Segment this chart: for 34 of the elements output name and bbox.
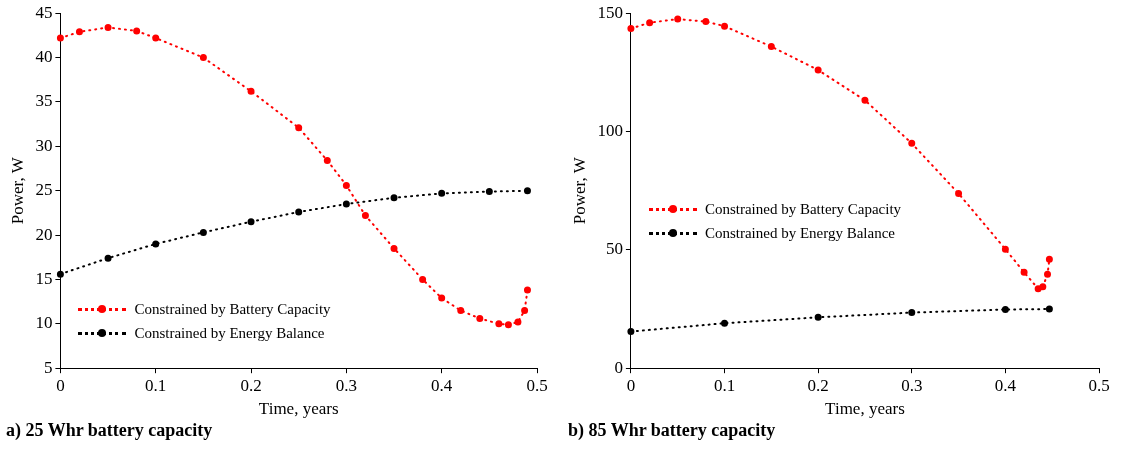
legend-label: Constrained by Battery Capacity [134,300,331,320]
x-tick-label: 0.2 [240,375,262,395]
legend-label: Constrained by Energy Balance [134,324,325,344]
x-tick-label: 0.2 [807,375,829,395]
y-tick-label: 150 [597,2,623,22]
y-tick-label: 35 [35,91,53,111]
x-tick-label: 0.5 [526,375,548,395]
y-tick-label: 25 [35,180,53,200]
x-tick-label: 0.1 [713,375,736,395]
y-tick-label: 5 [43,357,53,377]
legend-label: Constrained by Battery Capacity [704,200,902,220]
y-tick-label: 10 [35,313,53,333]
text: a) 25 Whr battery capacity [6,420,214,441]
y-tick-label: 0 [614,357,623,377]
text: b) 85 Whr battery capacity [568,420,777,441]
x-tick-label: 0.5 [1088,375,1110,395]
x-tick-label: 0.3 [335,375,357,395]
y-tick-label: 50 [605,239,623,259]
y-tick-label: 20 [35,224,53,244]
x-tick-label: 0.4 [994,375,1017,395]
y-tick-label: 15 [35,268,53,288]
y-tick-label: 30 [35,135,53,155]
legend-label: Constrained by Energy Balance [704,224,895,244]
y-tick-label: 45 [35,2,53,22]
x-axis-title: Time, years [258,399,339,419]
y-tick-label: 40 [35,47,53,67]
y-tick-label: 100 [597,121,623,140]
x-tick-label: 0.4 [431,375,453,395]
x-axis-title: Time, years [825,399,905,419]
x-tick-label: 0 [626,375,636,395]
x-tick-label: 0.1 [145,375,167,395]
y-axis-title: Power, W [569,156,589,225]
x-tick-label: 0.3 [901,375,923,395]
y-axis-title: Power, W [7,156,27,225]
